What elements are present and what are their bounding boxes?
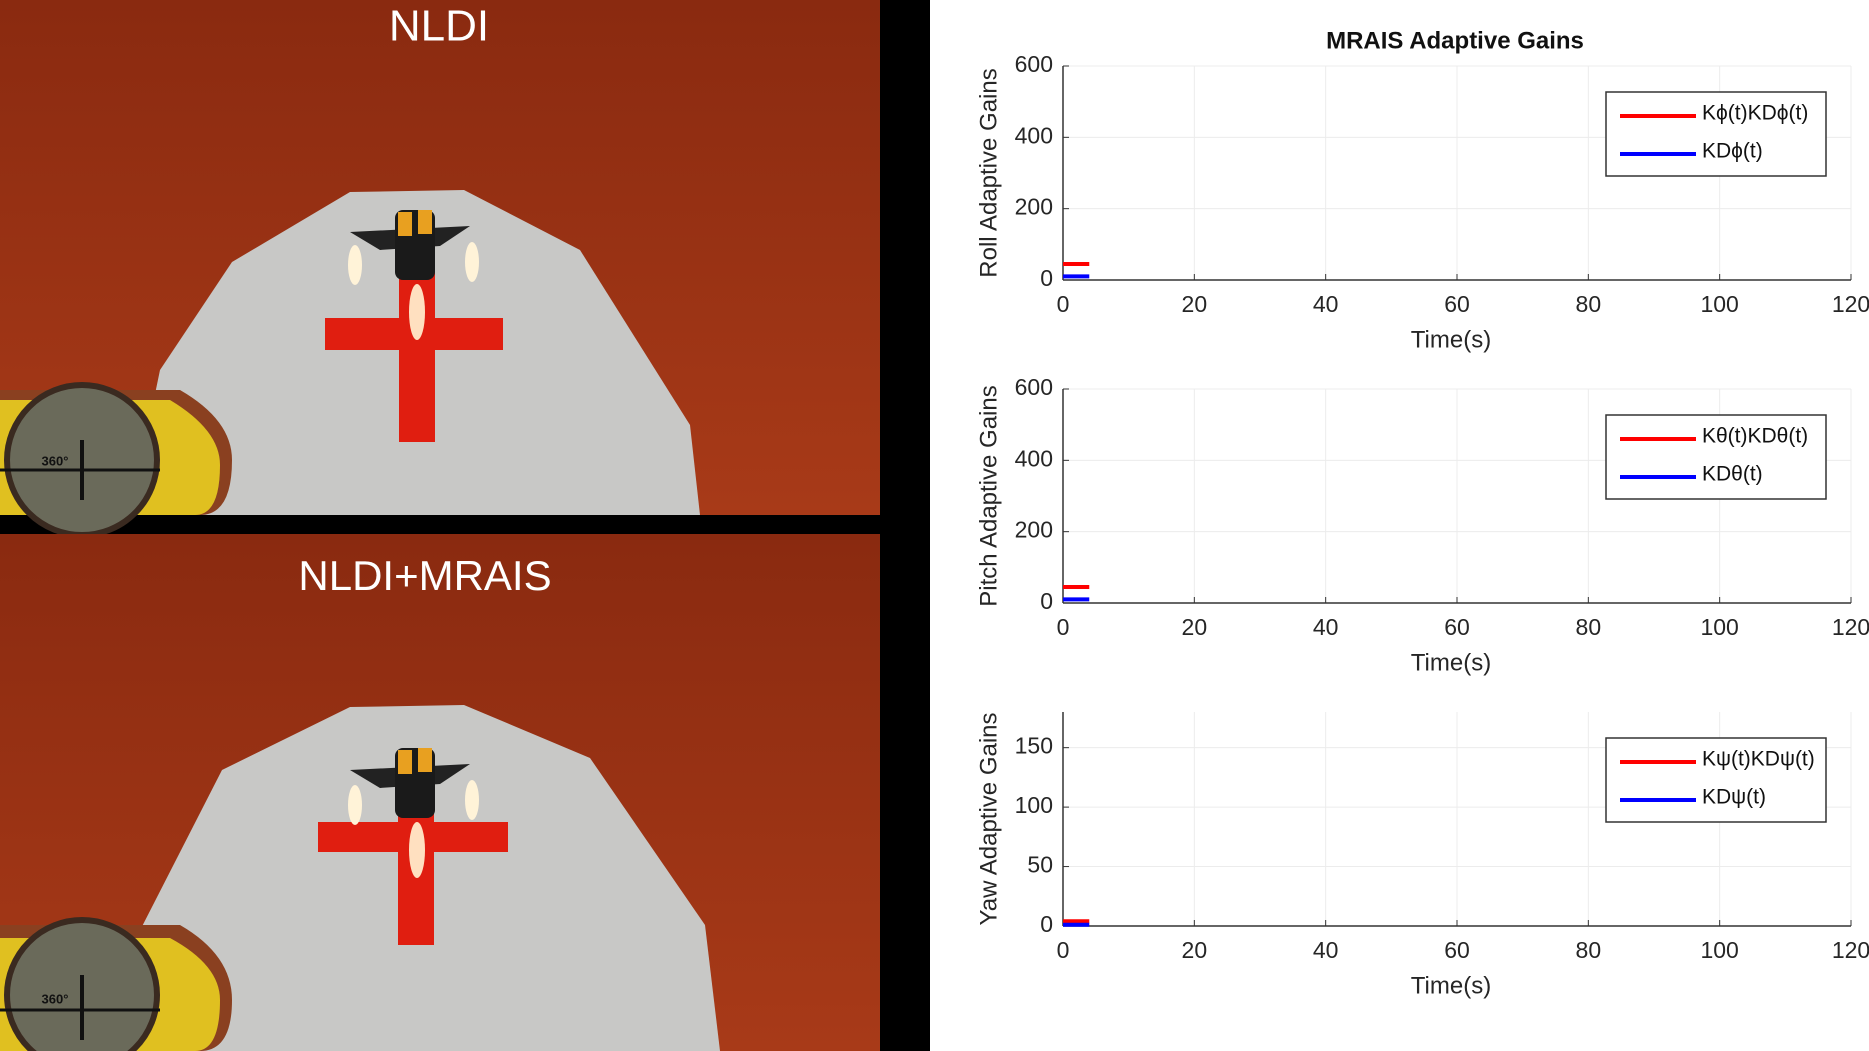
y-axis-label: Roll Adaptive Gains (975, 68, 1002, 277)
x-tick-label: 100 (1700, 937, 1738, 963)
x-tick-label: 20 (1182, 291, 1208, 317)
chart-title: MRAIS Adaptive Gains (1326, 27, 1584, 54)
gauge-label: 360° (42, 453, 69, 468)
x-tick-label: 120 (1832, 291, 1869, 317)
x-tick-label: 20 (1182, 937, 1208, 963)
sim-view (0, 534, 880, 1051)
x-axis-label: Time(s) (1411, 649, 1491, 676)
x-tick-label: 120 (1832, 937, 1869, 963)
y-tick-label: 0 (1040, 588, 1053, 614)
x-tick-label: 100 (1700, 614, 1738, 640)
gauge-label: 360° (42, 991, 69, 1006)
y-axis-label: Pitch Adaptive Gains (975, 385, 1002, 606)
x-tick-label: 120 (1832, 614, 1869, 640)
y-tick-label: 200 (1015, 517, 1053, 543)
x-tick-label: 20 (1182, 614, 1208, 640)
x-tick-label: 80 (1576, 937, 1602, 963)
y-tick-label: 200 (1015, 194, 1053, 220)
x-tick-label: 0 (1057, 291, 1070, 317)
y-tick-label: 600 (1015, 374, 1053, 400)
legend-label: KDψ(t) (1702, 786, 1766, 809)
x-tick-label: 40 (1313, 937, 1339, 963)
legend-box (1605, 91, 1827, 177)
panel-title: NLDI (389, 2, 489, 51)
x-tick-label: 0 (1057, 937, 1070, 963)
y-tick-label: 400 (1015, 122, 1053, 148)
y-tick-label: 100 (1015, 792, 1053, 818)
legend-label: Kψ(t)KDψ(t) (1702, 748, 1815, 771)
y-tick-label: 0 (1040, 911, 1053, 937)
legend-label: Kϕ(t)KDϕ(t) (1702, 102, 1808, 125)
x-axis-label: Time(s) (1411, 972, 1491, 999)
panel-title: NLDI+MRAIS (298, 552, 551, 599)
legend-label: KDϕ(t) (1702, 140, 1763, 163)
legend-label: Kθ(t)KDθ(t) (1702, 425, 1808, 448)
legend-box (1605, 414, 1827, 500)
y-tick-label: 400 (1015, 445, 1053, 471)
x-tick-label: 60 (1444, 291, 1470, 317)
sim-view (0, 0, 880, 538)
y-tick-label: 150 (1015, 733, 1053, 759)
x-tick-label: 100 (1700, 291, 1738, 317)
x-tick-label: 60 (1444, 614, 1470, 640)
x-tick-label: 80 (1576, 614, 1602, 640)
legend-box (1605, 737, 1827, 823)
legend-label: KDθ(t) (1702, 463, 1763, 486)
y-tick-label: 0 (1040, 265, 1053, 291)
y-tick-label: 600 (1015, 51, 1053, 77)
x-axis-label: Time(s) (1411, 326, 1491, 353)
x-tick-label: 40 (1313, 291, 1339, 317)
x-tick-label: 0 (1057, 614, 1070, 640)
y-axis-label: Yaw Adaptive Gains (975, 712, 1002, 925)
x-tick-label: 80 (1576, 291, 1602, 317)
y-tick-label: 50 (1027, 852, 1053, 878)
x-tick-label: 40 (1313, 614, 1339, 640)
x-tick-label: 60 (1444, 937, 1470, 963)
